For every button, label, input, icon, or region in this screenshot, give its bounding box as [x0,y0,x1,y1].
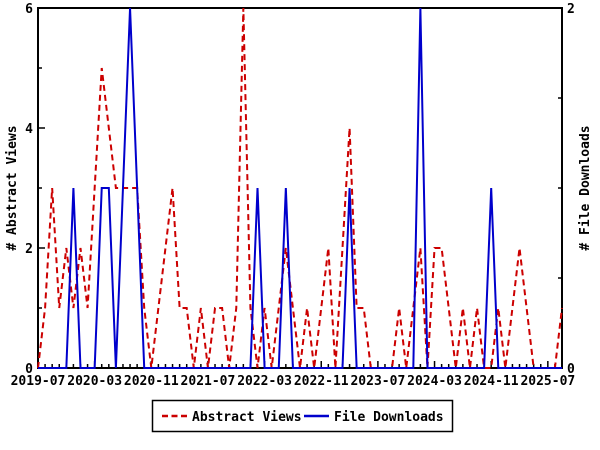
x-tick-label: 2022-03 [237,374,292,389]
series-lines [37,7,563,369]
x-tick-label: 2019-07 [11,374,66,389]
x-tick-label: 2020-03 [67,374,122,389]
x-tick-label: 2023-07 [350,374,405,389]
left-tick-label: 4 [25,122,33,137]
file-downloads-line [38,7,562,369]
x-tick-label: 2020-11 [124,374,179,389]
right-axis-title: # File Downloads [578,125,593,250]
x-axis-ticks: 2019-07 2020-03 2020-11 2021-07 2022-03 2022-… [11,361,575,389]
abstract-views-line [37,7,563,369]
right-tick-label: 2 [567,2,575,17]
x-tick-label: 2024-03 [407,374,462,389]
left-tick-label: 0 [25,362,33,377]
right-axis-ticks: 02 [555,2,575,377]
legend-box [151,399,454,433]
right-tick-label: 0 [567,362,575,377]
x-tick-label: 2021-07 [181,374,236,389]
x-tick-label: 2025-07 [520,374,575,389]
x-tick-label: 2024-11 [464,374,519,389]
left-axis-title: # Abstract Views [5,125,20,250]
left-axis-ticks: 0 2 4 6 [25,2,45,377]
legend-file-downloads-label: File Downloads [334,410,444,425]
left-tick-label: 2 [25,242,33,257]
x-tick-label: 2022-11 [294,374,349,389]
legend-abstract-views-label: Abstract Views [192,410,302,425]
left-tick-label: 6 [25,2,33,17]
legend: Abstract Views File Downloads [151,399,454,433]
